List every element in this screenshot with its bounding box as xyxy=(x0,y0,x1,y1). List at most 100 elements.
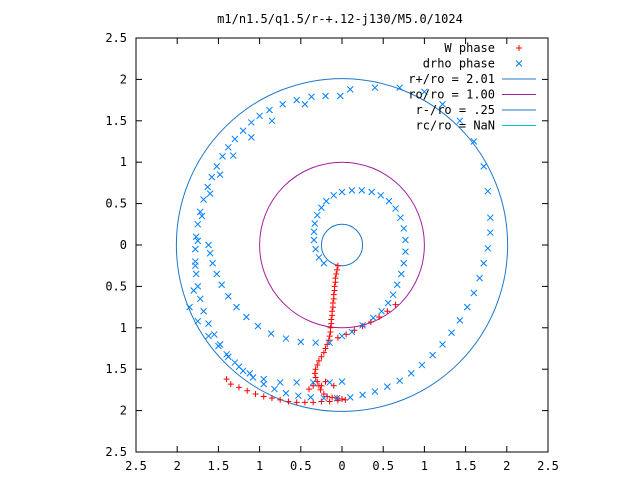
data-point xyxy=(418,361,426,369)
data-point xyxy=(397,270,405,278)
data-point xyxy=(210,331,218,338)
data-point xyxy=(338,188,346,196)
data-point xyxy=(377,191,385,199)
data-point xyxy=(276,379,284,386)
data-point xyxy=(310,382,317,389)
data-point xyxy=(314,362,321,369)
y-tick-label: 2 xyxy=(120,404,127,418)
data-point xyxy=(282,389,290,397)
data-point xyxy=(376,314,383,321)
y-tick-label: 2.5 xyxy=(105,445,127,459)
tick-layer: 2.5 2 1.5 1 0.5 0 0.5 1 1.5 2 2.52.521.510.500.511… xyxy=(105,31,559,473)
legend-label: W phase xyxy=(444,41,495,55)
data-point xyxy=(200,307,207,315)
data-point xyxy=(248,119,255,126)
legend-label: r-/ro = .25 xyxy=(416,103,495,117)
y-tick-label: 1.5 xyxy=(105,114,127,128)
data-point xyxy=(243,313,250,321)
data-point xyxy=(326,379,333,386)
data-point xyxy=(346,85,354,93)
x-tick-label: 2 xyxy=(503,459,510,473)
data-point xyxy=(196,208,204,216)
data-point xyxy=(429,351,436,359)
series-group xyxy=(186,84,494,402)
data-point xyxy=(312,339,319,347)
legend-marker-sample xyxy=(515,60,523,67)
data-point xyxy=(329,312,336,319)
data-point xyxy=(448,329,455,337)
data-point xyxy=(236,384,242,391)
data-point xyxy=(334,266,341,273)
data-point xyxy=(194,237,202,245)
data-point xyxy=(389,291,397,299)
data-point xyxy=(294,392,302,400)
data-point xyxy=(314,378,321,385)
data-point xyxy=(260,375,268,383)
data-point xyxy=(359,323,366,330)
data-point xyxy=(400,259,408,267)
data-point xyxy=(470,289,478,297)
data-point xyxy=(322,378,329,385)
data-point xyxy=(254,322,262,330)
data-point xyxy=(378,307,385,315)
data-point xyxy=(308,93,315,101)
data-point xyxy=(326,398,333,405)
data-point xyxy=(310,228,318,236)
data-point xyxy=(223,376,230,383)
data-point xyxy=(205,332,212,340)
x-tick-label: 1.5 xyxy=(455,459,477,473)
data-point xyxy=(484,187,492,195)
data-point xyxy=(371,388,379,395)
data-point xyxy=(348,328,356,336)
data-point xyxy=(333,270,340,277)
y-tick-label: 0.5 xyxy=(105,279,127,293)
data-point xyxy=(324,341,331,348)
data-point xyxy=(359,321,366,329)
data-point xyxy=(277,396,284,403)
data-point xyxy=(231,135,239,143)
data-point xyxy=(301,399,308,406)
data-point xyxy=(198,212,206,220)
data-point xyxy=(328,320,335,327)
radius-circle xyxy=(320,223,364,267)
data-point xyxy=(301,100,309,108)
data-point xyxy=(331,287,338,294)
radius-circles xyxy=(175,78,509,412)
data-point xyxy=(204,183,212,191)
data-point xyxy=(351,327,358,334)
data-point xyxy=(346,393,354,401)
data-point xyxy=(402,236,409,244)
data-point xyxy=(384,308,391,315)
data-point xyxy=(196,295,204,303)
y-tick-label: 1 xyxy=(120,155,127,169)
series-group xyxy=(223,262,399,406)
data-point xyxy=(293,96,301,104)
radius-circle xyxy=(259,161,425,329)
data-point xyxy=(484,244,492,252)
data-point xyxy=(246,369,254,377)
data-point xyxy=(260,393,267,400)
data-point xyxy=(393,281,401,289)
data-point xyxy=(285,398,292,405)
data-point xyxy=(396,377,404,385)
data-point xyxy=(282,335,290,342)
data-point xyxy=(326,339,333,347)
data-point xyxy=(224,143,232,151)
data-point xyxy=(396,84,404,92)
legend-label: ro/ro = 1.00 xyxy=(408,88,495,102)
data-point xyxy=(338,378,346,385)
data-point xyxy=(486,229,494,236)
data-point xyxy=(369,314,377,322)
x-tick-label: 1.5 xyxy=(208,459,230,473)
data-point xyxy=(318,382,325,389)
data-point xyxy=(227,381,234,388)
data-point xyxy=(208,173,216,181)
data-point xyxy=(315,254,323,261)
data-point xyxy=(306,386,313,393)
data-point xyxy=(397,214,404,222)
y-tick-label: 2.5 xyxy=(105,31,127,45)
data-point xyxy=(329,394,336,401)
data-point xyxy=(190,287,198,294)
data-point xyxy=(297,338,305,346)
